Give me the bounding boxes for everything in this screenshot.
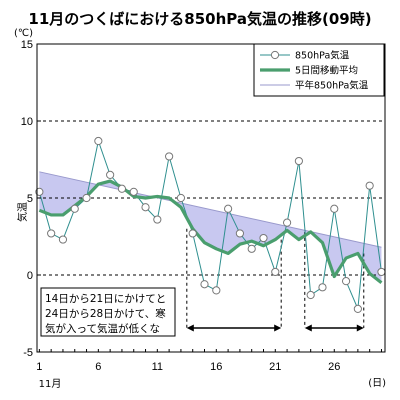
observed-point-day-6 [94, 136, 103, 146]
observed-point-day-21 [271, 267, 280, 277]
x-unit-label: (日) [368, 378, 386, 389]
observed-point-day-22 [282, 218, 292, 227]
legend-observed-marker [270, 50, 280, 60]
observed-point-day-13 [176, 193, 186, 203]
observed-point-day-19 [247, 244, 256, 253]
observed-point-day-12 [165, 152, 174, 161]
observed-point-day-3 [58, 235, 68, 244]
y-tick-label-0: 0 [27, 270, 33, 282]
observed-point-day-26 [330, 204, 339, 213]
x-tick-label-26: 26 [328, 361, 340, 373]
observed-point-day-8 [117, 184, 127, 193]
observed-point-day-18 [235, 229, 245, 238]
annotation-line-3: 気が入って気温が低くな [45, 322, 160, 335]
normal-diff-area [39, 171, 382, 283]
period-2-arrowhead-left [304, 324, 312, 332]
observed-point-day-30 [377, 267, 386, 277]
observed-point-day-15 [200, 280, 209, 289]
observed-point-day-24 [306, 290, 315, 300]
observed-point-day-4 [70, 204, 79, 213]
annotation-line-2: 24日から28日かけて、寒 [45, 307, 166, 320]
moving-average-line [38, 179, 383, 284]
legend-observed-label: 850hPa気温 [295, 50, 350, 62]
annotation-line-1: 14日から21日にかけてと [45, 293, 166, 305]
y-tick-label--5: -5 [23, 347, 33, 359]
chart-title: 11月のつくばにおける850hPa気温の推移(09時) [28, 10, 371, 28]
observed-point-day-29 [365, 181, 374, 190]
observed-temperature-line [38, 139, 382, 310]
observed-point-day-20 [259, 233, 268, 243]
annotation-box [40, 287, 176, 337]
observed-point-day-10 [141, 203, 150, 212]
observed-point-day-9 [129, 187, 138, 196]
observed-point-day-16 [212, 286, 221, 295]
observed-point-day-23 [294, 156, 303, 166]
observed-point-day-14 [188, 229, 197, 238]
observed-point-day-1 [35, 187, 44, 196]
period-1-arrowhead-right [274, 324, 282, 332]
observed-point-day-25 [318, 283, 327, 292]
x-tick-label-16: 16 [210, 361, 222, 373]
observed-point-day-5 [82, 193, 91, 203]
y-tick-label-5: 5 [27, 193, 33, 205]
observed-point-day-28 [353, 304, 362, 313]
x-tick-label-1: 1 [36, 361, 42, 373]
observed-point-day-27 [341, 277, 351, 286]
observed-point-day-2 [47, 229, 56, 238]
y-unit-label: (℃) [14, 28, 33, 39]
month-label: 11月 [39, 378, 62, 390]
period-2-arrowhead-right [356, 324, 364, 332]
observed-point-day-7 [106, 170, 115, 179]
y-tick-label-10: 10 [21, 116, 33, 128]
observed-point-day-11 [153, 215, 162, 224]
x-tick-label-21: 21 [269, 361, 281, 373]
y-axis-label: 気温 [16, 202, 29, 222]
x-tick-label-11: 11 [152, 361, 163, 373]
legend-normal-label: 平年850hPa気温 [295, 80, 369, 92]
y-tick-label-15: 15 [21, 39, 33, 51]
legend-moving-average-label: 5日間移動平均 [295, 65, 358, 77]
observed-point-day-17 [224, 204, 233, 213]
x-tick-label-6: 6 [95, 361, 101, 373]
period-1-arrowhead-left [186, 324, 194, 332]
